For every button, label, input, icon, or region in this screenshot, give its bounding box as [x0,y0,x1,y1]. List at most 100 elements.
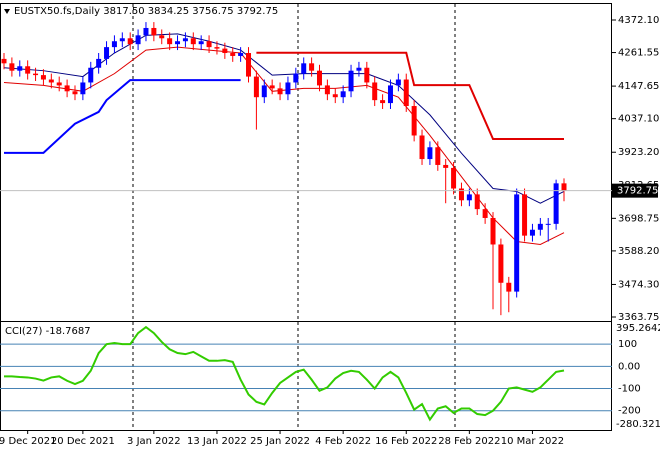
candle-body [395,79,401,86]
candle-body [348,70,354,92]
candle-body [167,38,173,45]
y-tick-label: 100 [618,339,637,350]
candle-body [332,94,338,98]
candle-body [466,194,472,201]
candle-body [253,76,259,98]
candle-body [301,63,307,74]
plot-frame [0,3,612,431]
candle-body [545,223,551,225]
y-tick-label: 3698.75 [618,213,659,224]
last-price-box [612,183,658,198]
candle-body [443,164,449,168]
candle-body [458,188,464,201]
x-tick-label: 20 Dec 2021 [51,436,115,447]
candle-body [474,194,480,210]
candle-body [246,53,252,77]
candle-body [56,82,62,86]
candle-body [159,35,165,39]
x-tick-label: 10 Mar 2022 [501,436,564,447]
indicator-line [4,79,241,154]
candle-body [48,79,54,83]
candle-body [190,38,196,45]
candle-body [64,85,70,92]
candle-body [104,47,110,59]
candle-body [285,82,291,95]
x-tick-label: 16 Feb 2022 [375,436,437,447]
candle-body [96,58,102,68]
range-label: 395.2642 [616,323,660,334]
x-tick-label: 25 Jan 2022 [250,436,310,447]
candle-body [72,91,78,95]
y-tick-label: 3923.20 [618,147,659,158]
candle-body [522,194,528,236]
y-tick-label: -200 [618,406,641,417]
y-tick-label: 0.00 [618,361,640,372]
y-tick-label: 4372.10 [618,15,659,26]
candle-body [17,66,23,71]
candle-body [88,67,94,83]
candle-body [214,47,220,49]
y-tick-label: 4261.55 [618,48,659,59]
candle-body [151,27,157,36]
y-tick-label: 4147.65 [618,81,659,92]
candle-body [119,38,125,42]
candle-body [427,147,433,160]
candle-body [372,82,378,101]
candle-body [364,67,370,83]
x-tick-label: 28 Feb 2022 [438,436,500,447]
candle-body [198,41,204,45]
candle-body [230,53,236,56]
candle-body [80,82,86,95]
candle-body [261,85,267,98]
candle-body [222,48,228,54]
candle-body [143,27,149,36]
candle-body [175,41,181,45]
indicator-header: CCI(27) -18.7687 [5,326,91,337]
candle-body [490,217,496,245]
cci-line [4,325,565,422]
candle-body [182,38,188,42]
candle-body [482,209,488,218]
candle-body [411,106,417,136]
candle-body [293,73,299,83]
candle-body [135,35,141,45]
candle-body [403,79,409,107]
x-tick-label: 4 Feb 2022 [315,436,371,447]
candle-body [40,75,46,80]
x-tick-label: 3 Jan 2022 [127,436,181,447]
candle-body [238,53,244,56]
symbol-header: EUSTX50.fs,Daily 3817.50 3834.25 3756.75… [14,6,278,17]
last-price-label: 3792.75 [617,186,658,197]
candle-body [324,85,330,95]
y-tick-label: 3474.30 [618,279,659,290]
candle-body [277,88,283,95]
candle-body [435,147,441,165]
candle-body [506,282,512,292]
candle-body [111,41,117,48]
candle-body [537,223,543,230]
menu-arrow[interactable] [4,9,10,14]
x-tick-label: 13 Jan 2022 [187,436,247,447]
candle-body [316,70,322,86]
y-tick-label: -100 [618,384,641,395]
candle-body [387,85,393,104]
range-label: -280.3219 [616,419,660,430]
candle-body [1,58,7,64]
candle-body [127,38,133,45]
candle-body [498,244,504,283]
candle-body [206,41,212,48]
x-tick-label: 9 Dec 2021 [0,436,56,447]
y-tick-label: 4037.10 [618,114,659,125]
candle-body [553,183,559,224]
candle-body [514,194,520,292]
candle-body [561,183,567,191]
candle-body [529,229,535,236]
candle-body [356,67,362,71]
candle-body [340,91,346,98]
candle-body [9,63,15,71]
y-tick-label: 3363.75 [618,312,659,323]
candle-body [451,167,457,189]
indicator-line [256,51,564,141]
